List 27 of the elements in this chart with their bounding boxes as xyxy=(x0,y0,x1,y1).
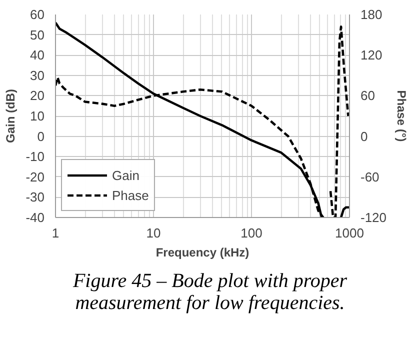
y-tick-label: -30 xyxy=(26,190,45,205)
x-axis-title: Frequency (kHz) xyxy=(156,246,250,260)
y-tick-label: 10 xyxy=(30,108,45,124)
y2-tick-label: 0 xyxy=(360,128,368,144)
y-tick-label: 60 xyxy=(30,7,45,22)
x-tick-label: 1000 xyxy=(335,226,364,240)
y-tick-label: -10 xyxy=(26,149,45,164)
y2-tick-label: -120 xyxy=(360,210,387,225)
x-tick-label: 1 xyxy=(52,226,60,240)
x-tick-label: 10 xyxy=(146,226,161,240)
y-tick-label: -20 xyxy=(26,169,45,184)
y-tick-label: 30 xyxy=(30,68,45,83)
y-tick-label: -40 xyxy=(26,210,45,225)
y2-axis-title: Phase (°) xyxy=(394,90,409,142)
y-tick-label: 50 xyxy=(30,27,45,42)
legend-label: Gain xyxy=(112,168,140,182)
y2-tick-label: -60 xyxy=(360,169,380,184)
y-tick-label: 0 xyxy=(37,128,45,144)
x-tick-label: 100 xyxy=(240,226,262,240)
y2-tick-label: 180 xyxy=(360,7,382,22)
y2-tick-label: 120 xyxy=(360,48,382,63)
y-axis-title: Gain (dB) xyxy=(4,88,18,143)
y-tick-label: 40 xyxy=(30,48,45,63)
y-tick-label: 20 xyxy=(30,88,45,104)
y2-tick-label: 60 xyxy=(360,88,375,104)
legend-label: Phase xyxy=(112,188,149,202)
caption: Figure 45 – Bode plot with proper measurement for low frequencies. xyxy=(72,270,348,314)
